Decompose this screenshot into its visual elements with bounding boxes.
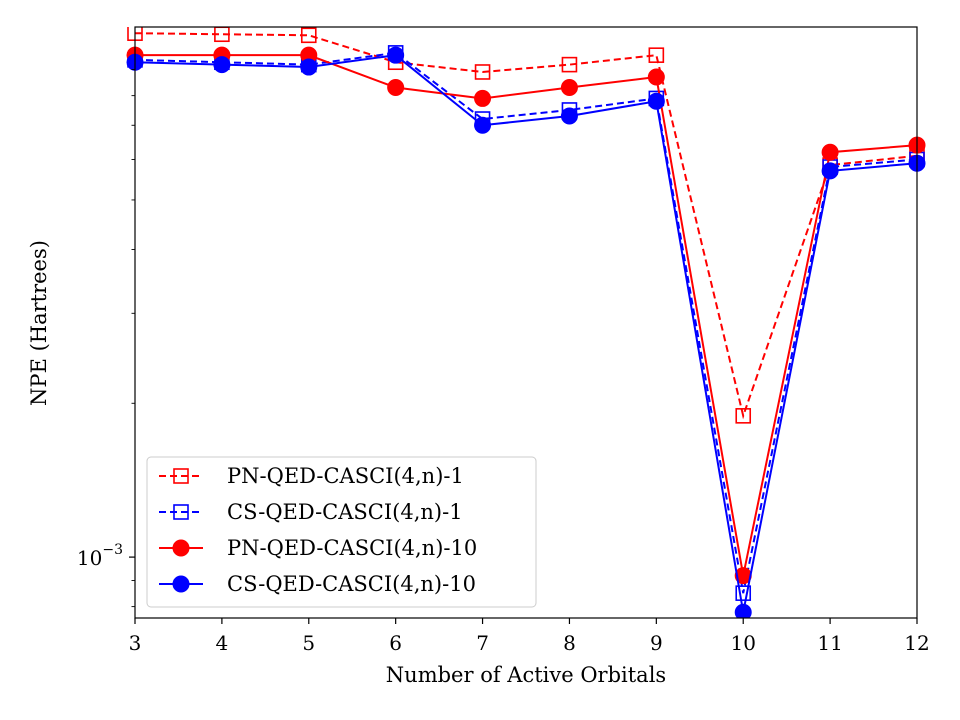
data-point (213, 56, 231, 74)
data-point (734, 603, 752, 618)
data-point (821, 143, 839, 161)
legend-label: PN-QED-CASCI(4,n)-10 (227, 536, 477, 560)
legend-marker (172, 539, 190, 557)
x-tick-label: 7 (476, 631, 489, 655)
legend-label: PN-QED-CASCI(4,n)-1 (227, 464, 464, 488)
x-tick-label: 9 (650, 631, 663, 655)
data-point (474, 116, 492, 134)
data-point (387, 46, 405, 64)
y-axis-label: NPE (Hartrees) (27, 240, 51, 406)
data-point (647, 92, 665, 110)
data-point (300, 58, 318, 76)
series-4 (126, 46, 926, 618)
legend-item: CS-QED-CASCI(4,n)-1 (159, 500, 463, 524)
data-point (387, 78, 405, 96)
data-point (474, 64, 491, 80)
x-tick-label: 12 (904, 631, 929, 655)
x-tick-label: 10 (730, 631, 755, 655)
data-point (648, 47, 665, 63)
data-point (735, 585, 752, 601)
data-point (561, 56, 578, 73)
legend-item: PN-QED-CASCI(4,n)-10 (159, 536, 477, 560)
series-line (134, 51, 918, 594)
data-point (560, 78, 578, 96)
legend-box (146, 456, 537, 608)
x-tick-label: 8 (563, 631, 576, 655)
legend-marker (172, 575, 190, 593)
data-point (821, 162, 839, 180)
legend-label: CS-QED-CASCI(4,n)-10 (227, 572, 476, 596)
legend: PN-QED-CASCI(4,n)-1 CS-QED-CASCI(4,n)-1 PN… (146, 456, 537, 608)
x-tick-label: 3 (129, 631, 142, 655)
legend-item: PN-QED-CASCI(4,n)-1 (159, 464, 464, 488)
series-line (134, 54, 918, 613)
legend-item: CS-QED-CASCI(4,n)-10 (159, 572, 476, 596)
plot-frame (134, 26, 918, 619)
legend-label: CS-QED-CASCI(4,n)-1 (227, 500, 463, 524)
data-point (735, 408, 752, 424)
data-point (300, 27, 317, 44)
legend-marker (173, 468, 189, 484)
data-point (647, 68, 665, 86)
data-point (560, 107, 578, 125)
x-tick-label: 5 (302, 631, 315, 655)
x-tick-label: 11 (817, 631, 842, 655)
x-tick-label: 4 (216, 631, 229, 655)
data-point (474, 89, 492, 107)
legend-marker (173, 504, 189, 520)
y-tick-exponent: −3 (102, 542, 123, 558)
x-axis-label: Number of Active Orbitals (386, 663, 666, 687)
x-tick-label: 6 (389, 631, 402, 655)
series-line (135, 54, 918, 576)
